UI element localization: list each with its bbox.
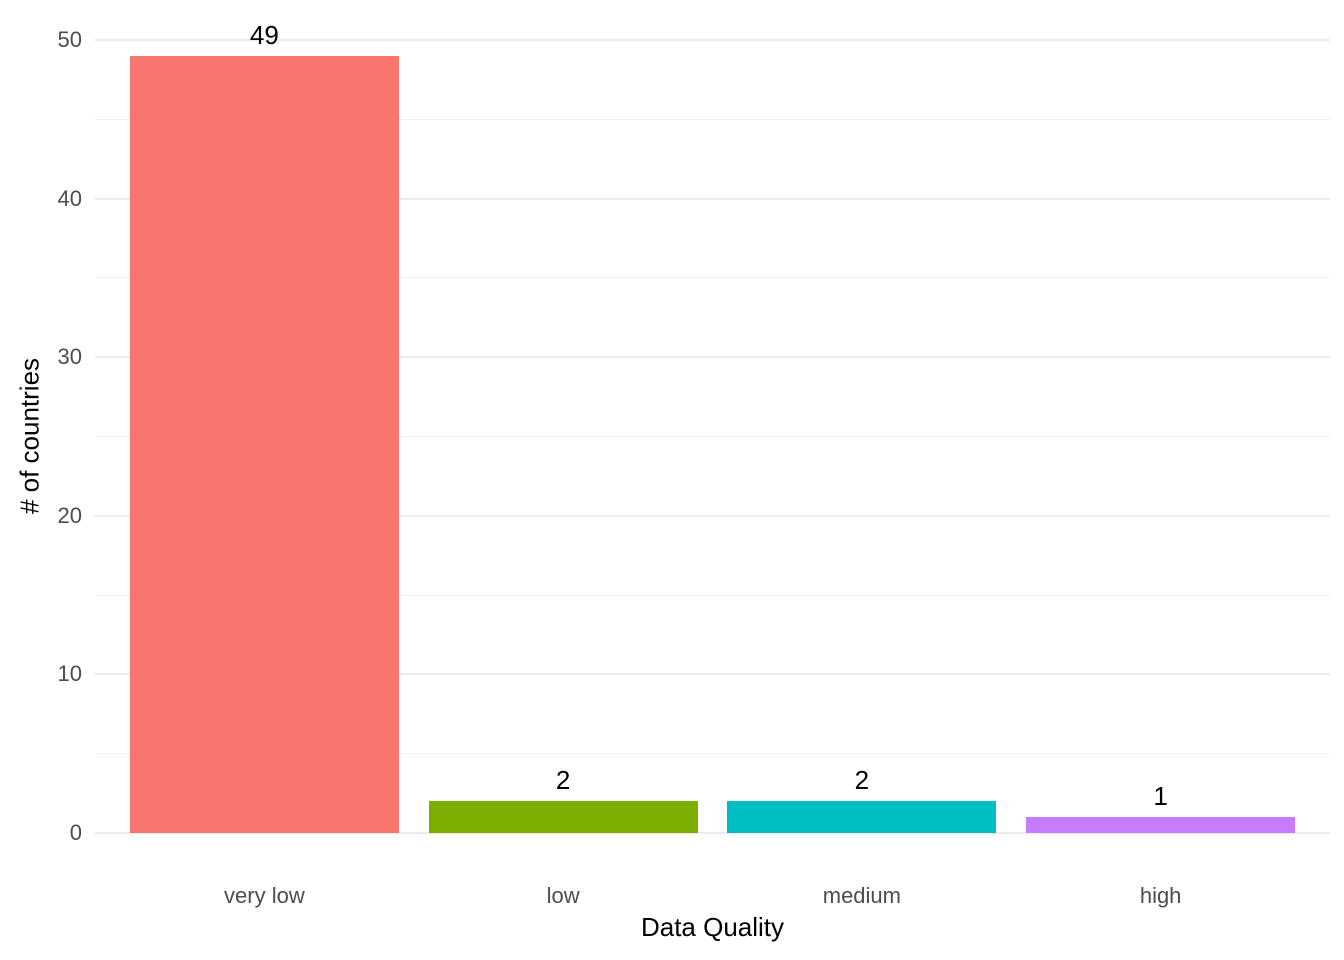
gridline-minor: [95, 436, 1330, 437]
y-tick-label: 0: [69, 820, 82, 845]
y-tick-label: 30: [57, 344, 82, 370]
y-axis-title: # of countries: [14, 357, 45, 515]
x-tick-label: high: [1139, 883, 1182, 908]
y-tick-label: 10: [57, 661, 82, 687]
gridline-minor: [95, 118, 1330, 120]
gridline-major: [95, 514, 1330, 517]
bar-value-label: 2: [854, 765, 870, 796]
bar-value-label: 49: [249, 19, 279, 50]
bar-value-label: 1: [1153, 781, 1168, 812]
gridline-minor: [95, 594, 1330, 596]
y-tick-label: 40: [57, 185, 82, 211]
gridline-major: [95, 356, 1330, 359]
gridline-minor: [95, 277, 1330, 279]
x-tick-label: very low: [224, 883, 305, 908]
bar-value-label: 2: [555, 765, 571, 796]
y-tick-label: 20: [57, 502, 82, 528]
gridline-major: [95, 832, 1330, 834]
bar: [129, 55, 399, 833]
x-tick-label: medium: [822, 883, 901, 908]
bar: [428, 801, 698, 833]
bar: [1026, 817, 1296, 833]
x-axis-title: Data Quality: [640, 912, 785, 942]
gridline-minor: [95, 753, 1330, 755]
gridline-major: [95, 39, 1330, 41]
gridline-major: [95, 673, 1330, 676]
gridline-major: [95, 197, 1330, 200]
y-tick-label: 50: [57, 27, 82, 52]
bar: [727, 801, 997, 833]
x-tick-label: low: [546, 883, 580, 908]
